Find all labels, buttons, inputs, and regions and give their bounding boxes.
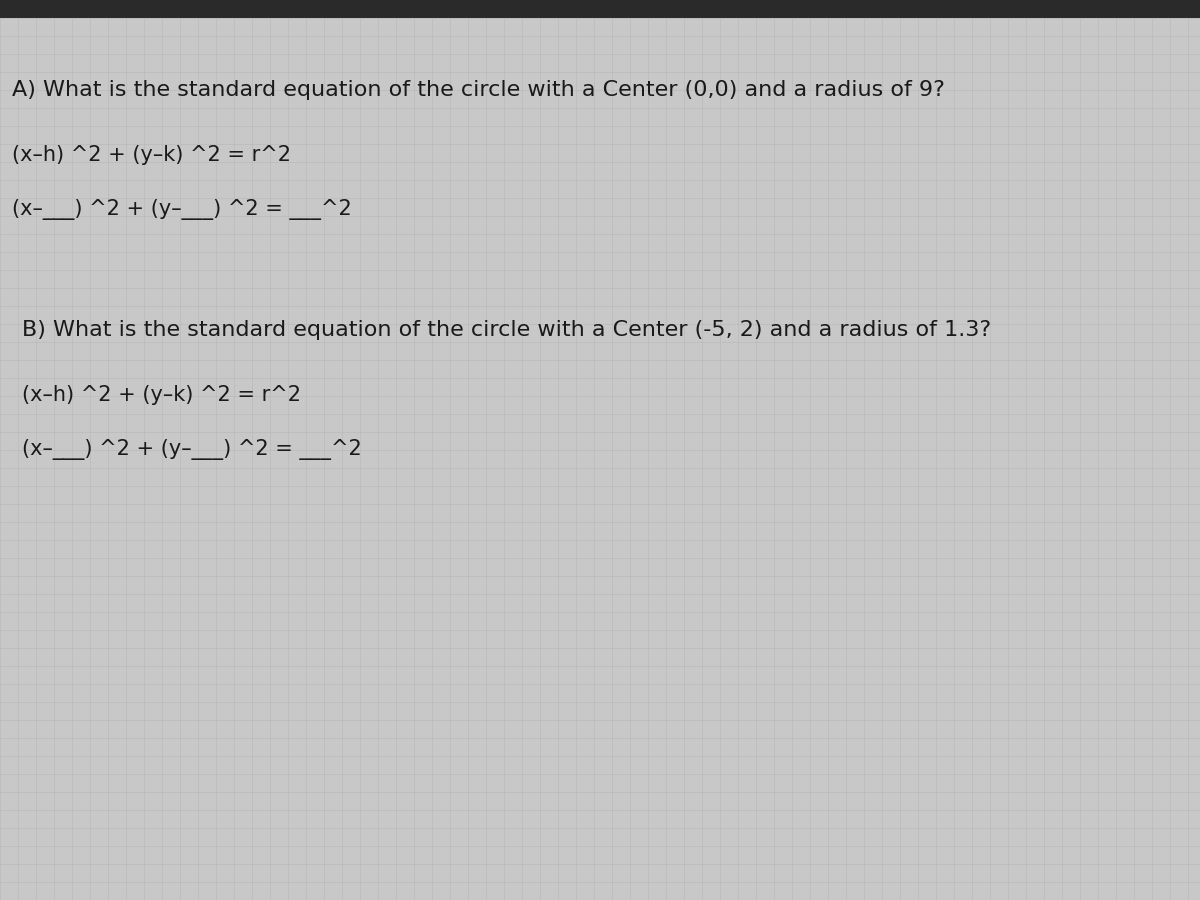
Text: (x–h) ^2 + (y–k) ^2 = r^2: (x–h) ^2 + (y–k) ^2 = r^2 [12, 145, 292, 165]
Text: (x–h) ^2 + (y–k) ^2 = r^2: (x–h) ^2 + (y–k) ^2 = r^2 [22, 385, 301, 405]
Text: (x–___) ^2 + (y–___) ^2 = ___^2: (x–___) ^2 + (y–___) ^2 = ___^2 [12, 200, 352, 220]
Text: (x–___) ^2 + (y–___) ^2 = ___^2: (x–___) ^2 + (y–___) ^2 = ___^2 [22, 439, 361, 461]
Bar [0, 0, 1200, 18]
Text: A) What is the standard equation of the circle with a Center (0,0) and a radius : A) What is the standard equation of the … [12, 80, 944, 100]
Text: B) What is the standard equation of the circle with a Center (-5, 2) and a radiu: B) What is the standard equation of the … [22, 320, 991, 340]
